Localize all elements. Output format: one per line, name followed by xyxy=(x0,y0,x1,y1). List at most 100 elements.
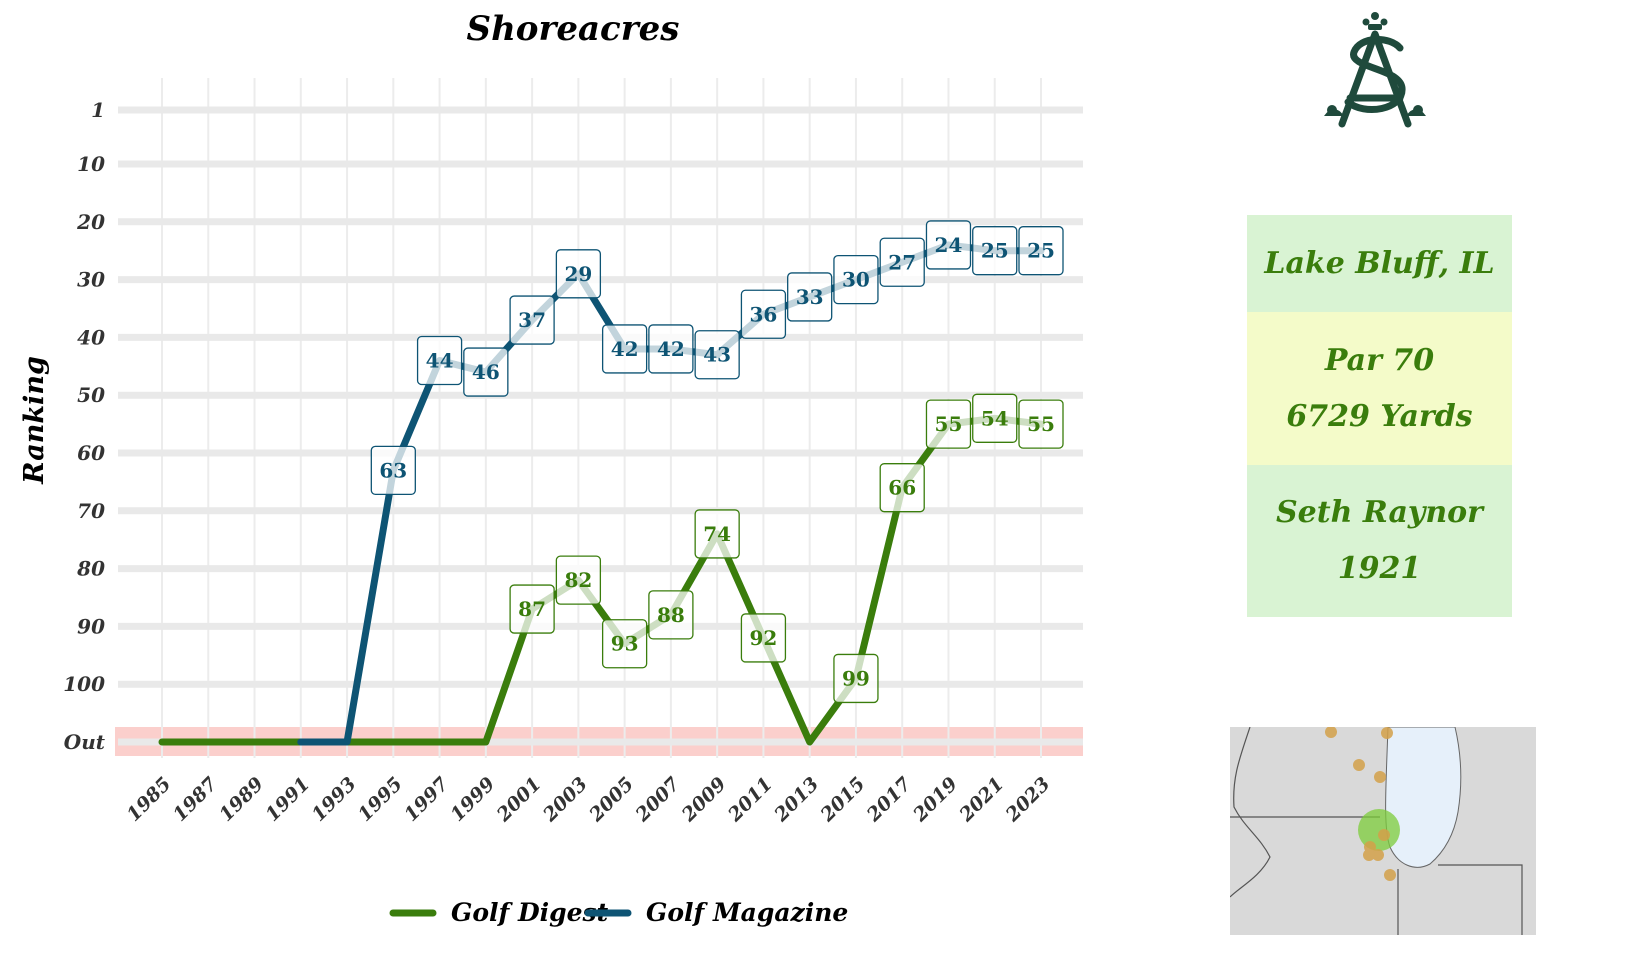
svg-text:37: 37 xyxy=(518,308,546,332)
y-tick-label: 60 xyxy=(77,441,105,465)
svg-text:54: 54 xyxy=(981,406,1009,430)
svg-text:30: 30 xyxy=(842,268,870,292)
x-tick-label: 2017 xyxy=(862,773,916,827)
svg-text:63: 63 xyxy=(379,458,407,482)
svg-text:55: 55 xyxy=(1027,412,1055,436)
lake-michigan xyxy=(1385,726,1462,868)
y-axis-ticks: 1 10 20 30 40 50 60 70 80 90 100 Out xyxy=(63,98,106,754)
x-tick-label: 2005 xyxy=(585,773,639,827)
svg-text:99: 99 xyxy=(842,666,870,690)
x-tick-label: 1999 xyxy=(446,773,499,826)
data-label: 55 xyxy=(925,399,972,449)
svg-text:93: 93 xyxy=(611,632,639,656)
y-tick-label: 40 xyxy=(77,325,105,349)
year-text: 1921 xyxy=(1337,551,1422,586)
location-box: Lake Bluff, IL xyxy=(1247,215,1512,312)
y-tick-label: 1 xyxy=(91,98,105,122)
grid xyxy=(118,78,1083,758)
svg-text:29: 29 xyxy=(564,262,592,286)
course-info-panel: Lake Bluff, IL Par 70 6729 Yards Seth Ra… xyxy=(1247,215,1512,617)
course-location-highlight xyxy=(1358,809,1400,851)
svg-text:36: 36 xyxy=(749,302,777,326)
y-tick-label: Out xyxy=(64,730,106,754)
data-label: 33 xyxy=(787,272,833,322)
x-tick-label: 1997 xyxy=(400,773,453,826)
data-label: 99 xyxy=(833,653,879,704)
data-label: 66 xyxy=(879,463,925,513)
x-tick-label: 1985 xyxy=(123,773,176,826)
y-tick-label: 80 xyxy=(76,557,105,581)
y-tick-label: 70 xyxy=(77,499,105,523)
data-label: 42 xyxy=(601,324,648,374)
x-tick-label: 2011 xyxy=(723,773,777,827)
data-label: 36 xyxy=(740,289,787,339)
svg-text:46: 46 xyxy=(472,360,500,384)
x-tick-label: 2021 xyxy=(955,773,1009,827)
x-tick-label: 2003 xyxy=(538,773,592,827)
y-tick-label: 10 xyxy=(77,152,105,176)
svg-text:66: 66 xyxy=(888,476,916,500)
data-label: 30 xyxy=(833,254,879,305)
data-label: 87 xyxy=(509,584,555,634)
svg-text:92: 92 xyxy=(749,626,777,650)
data-label: 54 xyxy=(972,393,1018,443)
x-axis-ticks: 1985198719891991199319951997199920012003… xyxy=(123,773,1055,827)
svg-text:33: 33 xyxy=(796,285,824,309)
svg-text:42: 42 xyxy=(657,337,685,361)
y-tick-label: 30 xyxy=(77,268,105,292)
svg-text:25: 25 xyxy=(1027,239,1055,263)
data-labels: 87 82 93 88 74 92 99 66 55 54 55 63 44 46 37 29 42 42 43 36… xyxy=(370,220,1064,704)
par-text: Par 70 xyxy=(1324,342,1435,378)
x-tick-label: 1989 xyxy=(215,773,268,826)
data-label: 92 xyxy=(740,613,787,663)
data-label: 82 xyxy=(555,555,602,605)
data-label: 93 xyxy=(601,619,648,669)
data-label: 63 xyxy=(370,445,416,495)
y-tick-label: 20 xyxy=(76,210,105,234)
ranking-chart: Shoreacres Ranking 1 10 20 30 40 50 60 70 80 90 10… xyxy=(19,9,1083,927)
legend-label-golf-magazine: Golf Magazine xyxy=(646,898,848,927)
data-label: 27 xyxy=(879,237,925,287)
x-tick-label: 1987 xyxy=(169,773,222,826)
data-label: 37 xyxy=(509,295,555,345)
data-label: 74 xyxy=(694,509,740,559)
data-label: 55 xyxy=(1018,399,1064,449)
data-label: 46 xyxy=(463,347,509,397)
data-label: 24 xyxy=(925,220,972,270)
data-label: 29 xyxy=(555,249,602,299)
y-axis-label: Ranking xyxy=(19,356,50,485)
data-label: 42 xyxy=(648,324,694,374)
svg-text:27: 27 xyxy=(888,250,916,274)
data-label: 44 xyxy=(416,335,463,386)
svg-text:87: 87 xyxy=(518,597,546,621)
legend-label-golf-digest: Golf Digest xyxy=(451,898,609,927)
y-tick-label: 90 xyxy=(77,614,105,638)
svg-text:88: 88 xyxy=(657,603,685,627)
x-tick-label: 1991 xyxy=(261,773,314,826)
svg-text:82: 82 xyxy=(564,568,592,592)
x-tick-label: 2015 xyxy=(816,773,870,827)
svg-text:74: 74 xyxy=(703,522,731,546)
chart-title: Shoreacres xyxy=(467,9,680,49)
x-tick-label: 1995 xyxy=(354,773,407,826)
x-tick-label: 2013 xyxy=(770,773,824,827)
architect-box: Seth Raynor 1921 xyxy=(1247,465,1512,617)
svg-text:43: 43 xyxy=(703,343,731,367)
svg-text:44: 44 xyxy=(426,349,454,373)
data-label: 43 xyxy=(694,330,740,380)
data-label: 25 xyxy=(972,226,1018,276)
svg-text:55: 55 xyxy=(935,412,963,436)
legend: Golf Digest Golf Magazine xyxy=(389,898,848,927)
location-text: Lake Bluff, IL xyxy=(1264,245,1495,281)
x-tick-label: 2001 xyxy=(492,773,546,827)
yards-text: 6729 Yards xyxy=(1286,398,1473,434)
data-label: 25 xyxy=(1018,226,1064,276)
svg-text:25: 25 xyxy=(981,239,1009,263)
y-tick-label: 100 xyxy=(63,672,105,696)
architect-text: Seth Raynor xyxy=(1276,495,1483,530)
svg-text:42: 42 xyxy=(611,337,639,361)
x-tick-label: 2009 xyxy=(677,773,731,827)
x-tick-label: 2007 xyxy=(631,773,685,827)
regional-location-map xyxy=(1229,726,1536,939)
data-label: 88 xyxy=(648,590,694,640)
